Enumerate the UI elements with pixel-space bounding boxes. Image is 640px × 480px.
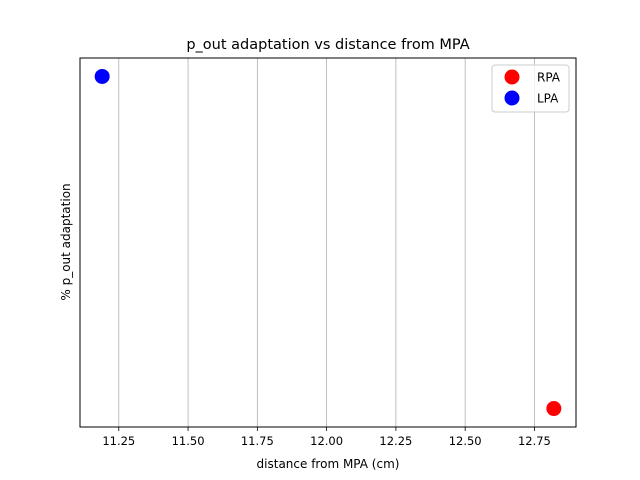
legend-label-rpa: RPA — [537, 71, 561, 85]
data-point-rpa — [546, 401, 562, 417]
x-tick-label: 12.00 — [310, 434, 343, 448]
legend-marker-rpa — [504, 69, 520, 85]
plot-frame — [79, 57, 577, 428]
plot-area — [80, 58, 576, 427]
data-point-lpa — [94, 68, 110, 84]
data-points — [94, 68, 562, 417]
chart-title: p_out adaptation vs distance from MPA — [186, 37, 469, 53]
x-tick-label: 11.50 — [172, 434, 205, 448]
legend-marker-lpa — [504, 90, 520, 106]
legend-label-lpa: LPA — [537, 92, 559, 106]
x-tick-label: 12.75 — [518, 434, 551, 448]
x-axis-label: distance from MPA (cm) — [257, 457, 400, 471]
x-tick-label: 11.25 — [102, 434, 135, 448]
x-tick-label: 12.25 — [379, 434, 412, 448]
x-tick-label: 12.50 — [449, 434, 482, 448]
legend: RPA LPA — [491, 64, 570, 113]
x-tick-label: 11.75 — [241, 434, 274, 448]
y-axis-label: % p_out adaptation — [59, 183, 73, 300]
x-gridlines — [118, 58, 535, 427]
x-ticks: 11.25 11.50 11.75 12.00 12.25 12.50 12.75 — [102, 427, 551, 448]
